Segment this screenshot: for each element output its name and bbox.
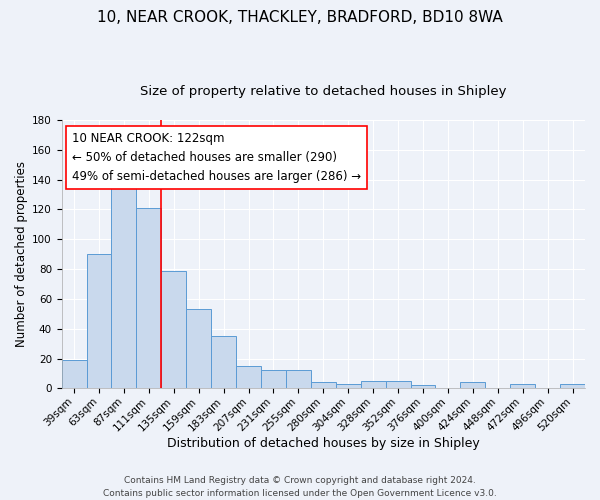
- Bar: [211, 336, 236, 388]
- Bar: [136, 208, 161, 388]
- Bar: [510, 384, 535, 388]
- X-axis label: Distribution of detached houses by size in Shipley: Distribution of detached houses by size …: [167, 437, 479, 450]
- Bar: [236, 366, 261, 388]
- Title: Size of property relative to detached houses in Shipley: Size of property relative to detached ho…: [140, 85, 506, 98]
- Bar: [62, 360, 86, 388]
- Bar: [86, 254, 112, 388]
- Bar: [410, 386, 436, 388]
- Text: 10 NEAR CROOK: 122sqm
← 50% of detached houses are smaller (290)
49% of semi-det: 10 NEAR CROOK: 122sqm ← 50% of detached …: [72, 132, 361, 183]
- Text: 10, NEAR CROOK, THACKLEY, BRADFORD, BD10 8WA: 10, NEAR CROOK, THACKLEY, BRADFORD, BD10…: [97, 10, 503, 25]
- Bar: [336, 384, 361, 388]
- Bar: [386, 381, 410, 388]
- Bar: [186, 310, 211, 388]
- Bar: [261, 370, 286, 388]
- Text: Contains HM Land Registry data © Crown copyright and database right 2024.
Contai: Contains HM Land Registry data © Crown c…: [103, 476, 497, 498]
- Bar: [286, 370, 311, 388]
- Y-axis label: Number of detached properties: Number of detached properties: [15, 161, 28, 347]
- Bar: [161, 270, 186, 388]
- Bar: [112, 182, 136, 388]
- Bar: [460, 382, 485, 388]
- Bar: [361, 381, 386, 388]
- Bar: [311, 382, 336, 388]
- Bar: [560, 384, 585, 388]
